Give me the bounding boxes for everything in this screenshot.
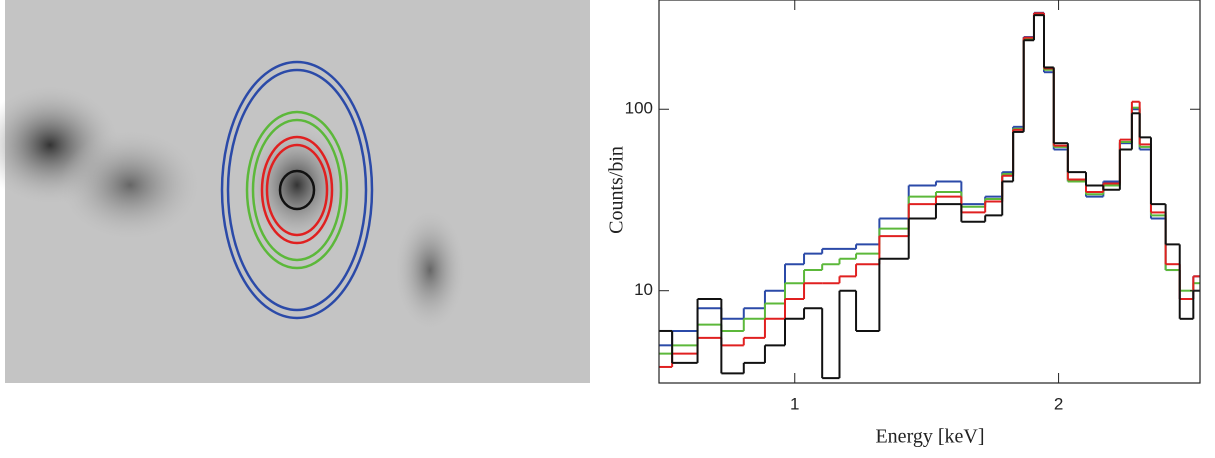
region-ellipse xyxy=(220,60,374,320)
plot-frame xyxy=(658,0,1201,384)
spectrum-plot: 1 2 10 100 xyxy=(625,0,1201,413)
source-blob xyxy=(60,130,200,240)
x-axis-label: Energy [keV] xyxy=(875,426,984,448)
region-ellipse xyxy=(260,135,334,245)
region-ellipse xyxy=(278,169,316,211)
x-tick-label: 2 xyxy=(1054,394,1063,413)
y-tick-label: 100 xyxy=(625,99,653,118)
y-tick-label: 10 xyxy=(634,280,653,299)
sky-image xyxy=(0,0,590,383)
region-ellipse xyxy=(226,68,368,312)
source-blob xyxy=(395,210,465,330)
region-ellipse xyxy=(251,118,343,262)
region-ellipse xyxy=(265,143,329,237)
region-ellipse xyxy=(245,110,349,270)
y-axis-label: Counts/bin xyxy=(606,146,628,234)
x-tick-label: 1 xyxy=(790,394,799,413)
